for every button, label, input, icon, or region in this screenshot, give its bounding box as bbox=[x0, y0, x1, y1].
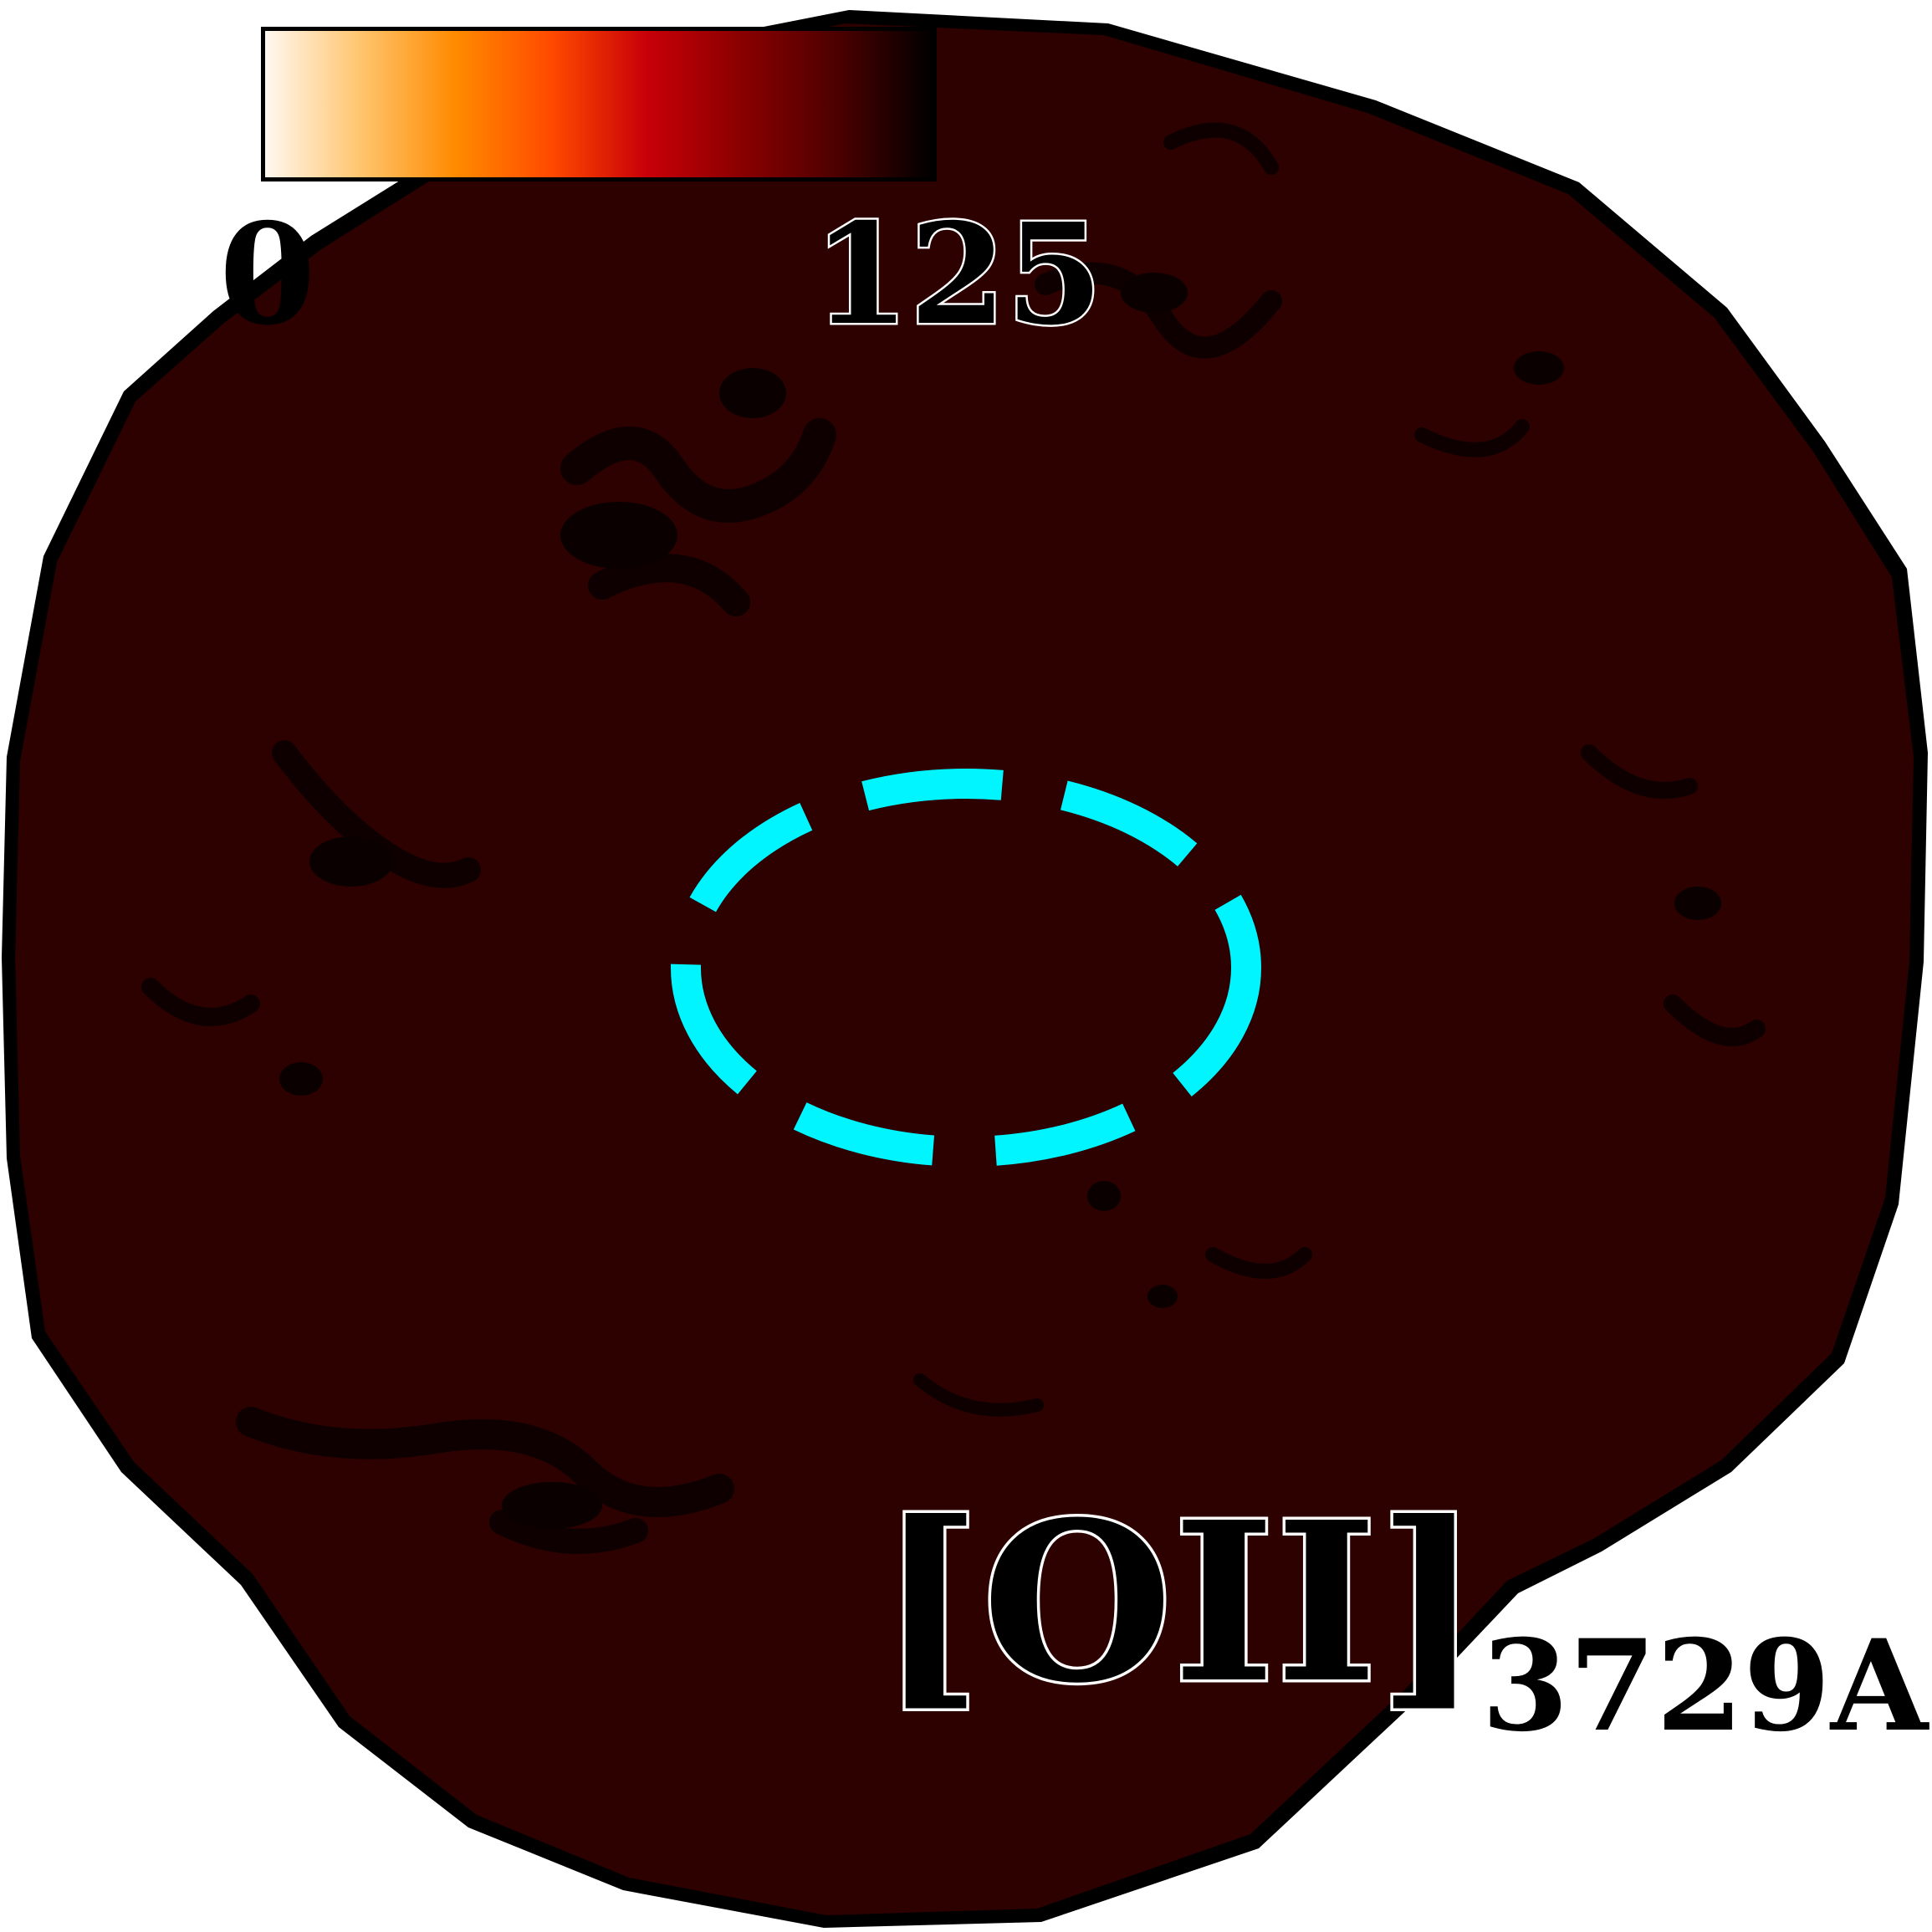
dark-filaments bbox=[141, 122, 1766, 1554]
colorbar-max-label: 125 bbox=[811, 193, 1106, 356]
emission-line-label: [OII]3729A bbox=[875, 1490, 1929, 1751]
colorbar bbox=[261, 27, 937, 181]
dark-clumps bbox=[279, 273, 1721, 1529]
wavelength-label: 3729A bbox=[1480, 1613, 1930, 1760]
ion-label: [OII] bbox=[875, 1474, 1484, 1731]
colorbar-min-label: 0 bbox=[219, 193, 316, 356]
aperture-ellipse bbox=[671, 769, 1261, 1167]
